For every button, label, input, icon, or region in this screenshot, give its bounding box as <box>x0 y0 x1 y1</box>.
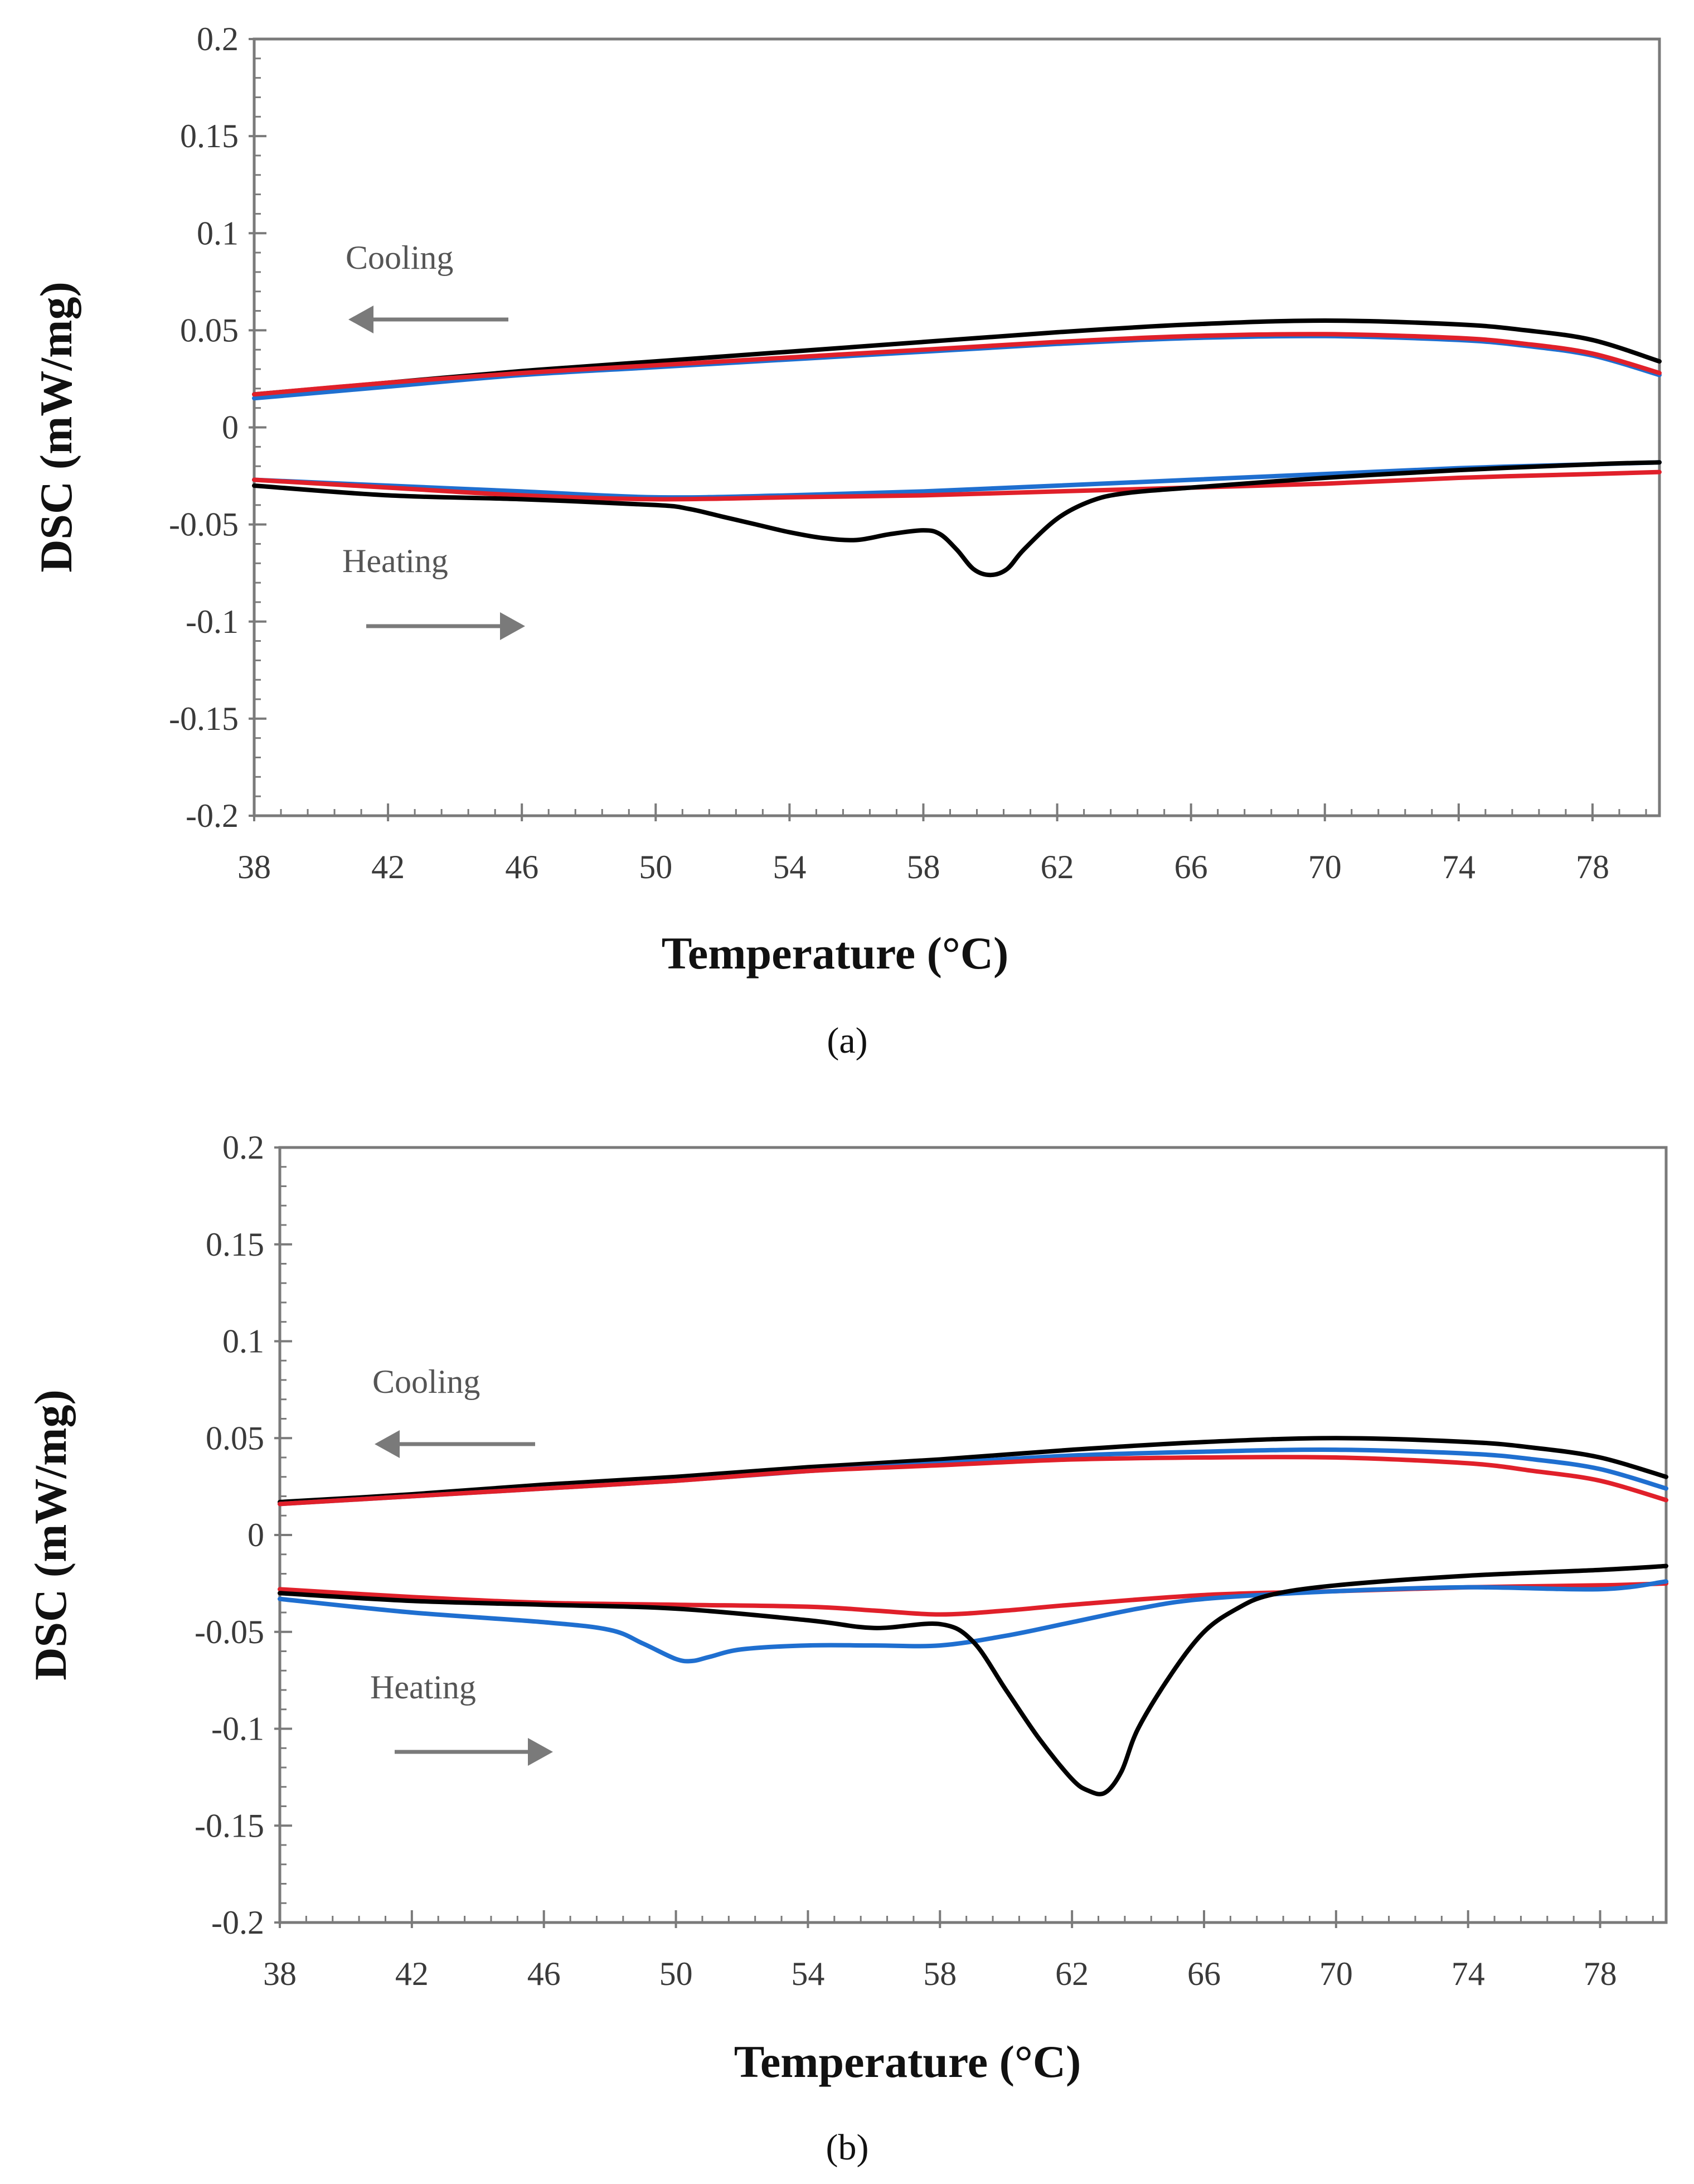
plot-area-b <box>278 1146 1668 1924</box>
x-tick-label: 46 <box>505 849 538 885</box>
series-group-b <box>278 1436 1668 1796</box>
cooling-label-a: Cooling <box>346 239 453 276</box>
y-tick-label: -0.05 <box>195 1614 264 1650</box>
y-tick-label: 0.1 <box>197 215 239 251</box>
y-tick-label: 0.05 <box>206 1420 264 1456</box>
x-tick-label: 70 <box>1308 849 1342 885</box>
panel-b: -0.2 -0.15 -0.1 -0.05 0 0.05 0.1 0.15 0.2 38 42 46… <box>25 1129 1668 2168</box>
heating-label-b: Heating <box>370 1669 476 1706</box>
x-axis-b: 38 42 46 50 54 58 62 66 70 74 78 <box>263 1910 1654 1992</box>
x-tick-label: 66 <box>1187 1955 1221 1992</box>
heating-arrow-b <box>395 1738 553 1766</box>
y-axis-b: -0.2 -0.15 -0.1 -0.05 0 0.05 0.1 0.15 0.2 <box>195 1129 292 1941</box>
plot-area-a <box>253 37 1661 817</box>
cooling-arrow-a <box>348 306 508 333</box>
y-tick-label: -0.15 <box>195 1807 264 1844</box>
y-tick-label: -0.1 <box>211 1711 264 1747</box>
x-tick-label: 54 <box>773 849 806 885</box>
y-tick-label: -0.2 <box>186 797 239 834</box>
x-tick-label: 62 <box>1055 1955 1089 1992</box>
x-tick-label: 66 <box>1174 849 1208 885</box>
y-tick-label: -0.1 <box>186 603 239 640</box>
y-tick-label: -0.05 <box>169 506 239 543</box>
cooling-label-b: Cooling <box>372 1363 480 1400</box>
x-axis-title-b: Temperature (°C) <box>734 2036 1081 2087</box>
x-tick-label: 42 <box>371 849 405 885</box>
series-line-black-heating <box>252 460 1662 578</box>
x-tick-label: 46 <box>527 1955 561 1992</box>
heating-arrow-a <box>366 612 525 640</box>
cooling-arrow-b <box>375 1430 535 1458</box>
y-tick-label: 0.15 <box>206 1226 264 1263</box>
series-line-red-cooling <box>278 1455 1668 1507</box>
x-tick-label: 58 <box>923 1955 957 1992</box>
series-line-red-heating <box>252 469 1662 502</box>
panel-a: -0.2 -0.15 -0.1 -0.05 0 0.05 0.1 0.15 0.2 38 42 46… <box>31 21 1662 1061</box>
panel-label-b: (b) <box>826 2127 869 2168</box>
x-tick-label: 70 <box>1319 1955 1353 1992</box>
x-tick-label: 54 <box>791 1955 824 1992</box>
x-tick-label: 38 <box>263 1955 297 1992</box>
x-tick-label: 50 <box>659 1955 693 1992</box>
series-line-red-cooling <box>252 332 1662 397</box>
x-axis-a: 38 42 46 50 54 58 62 66 70 74 78 <box>237 803 1647 885</box>
x-tick-label: 74 <box>1442 849 1475 885</box>
y-tick-label: 0.1 <box>222 1323 264 1360</box>
y-axis-a: -0.2 -0.15 -0.1 -0.05 0 0.05 0.1 0.15 0.2 <box>169 21 266 834</box>
x-tick-label: 58 <box>906 849 940 885</box>
x-tick-label: 38 <box>237 849 271 885</box>
x-tick-label: 42 <box>395 1955 429 1992</box>
y-tick-label: -0.2 <box>211 1904 264 1941</box>
y-tick-label: -0.15 <box>169 700 239 737</box>
y-tick-label: 0 <box>222 409 239 446</box>
series-line-blue-heating <box>278 1579 1668 1664</box>
x-tick-label: 78 <box>1584 1955 1617 1992</box>
y-axis-title-a: DSC (mW/mg) <box>31 282 81 573</box>
y-tick-label: 0.15 <box>180 118 239 154</box>
y-tick-label: 0 <box>247 1517 264 1553</box>
series-group-a <box>252 318 1662 578</box>
y-tick-label: 0.05 <box>180 312 239 348</box>
series-line-black-heating <box>278 1563 1668 1796</box>
x-tick-label: 62 <box>1041 849 1074 885</box>
heating-label-a: Heating <box>342 543 448 579</box>
x-axis-title-a: Temperature (°C) <box>662 928 1009 979</box>
panel-label-a: (a) <box>827 1020 867 1061</box>
x-tick-label: 78 <box>1576 849 1609 885</box>
y-tick-label: 0.2 <box>222 1129 264 1166</box>
series-line-black-cooling <box>278 1436 1668 1504</box>
x-tick-label: 74 <box>1452 1955 1485 1992</box>
y-axis-title-b: DSC (mW/mg) <box>25 1389 76 1681</box>
y-tick-label: 0.2 <box>197 21 239 57</box>
x-tick-label: 50 <box>639 849 672 885</box>
